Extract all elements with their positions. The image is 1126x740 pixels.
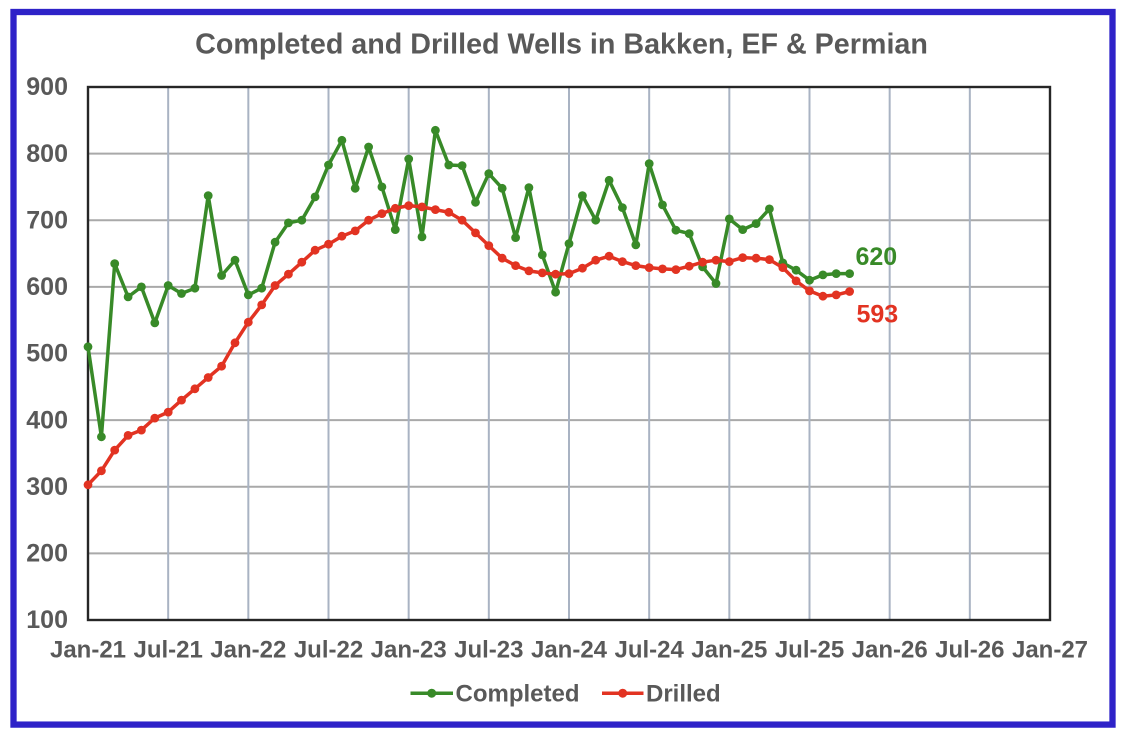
svg-text:Jul-26: Jul-26 xyxy=(935,637,1004,664)
svg-text:300: 300 xyxy=(26,473,68,501)
svg-text:Jan-27: Jan-27 xyxy=(1012,637,1088,664)
svg-text:Jul-21: Jul-21 xyxy=(134,637,203,664)
svg-text:600: 600 xyxy=(26,273,68,301)
svg-text:Completed: Completed xyxy=(456,681,580,708)
svg-text:200: 200 xyxy=(26,540,68,568)
svg-text:500: 500 xyxy=(26,340,68,368)
svg-text:100: 100 xyxy=(26,606,68,634)
svg-text:Jul-22: Jul-22 xyxy=(294,637,363,664)
svg-text:Jul-25: Jul-25 xyxy=(775,637,844,664)
svg-text:Jan-26: Jan-26 xyxy=(852,637,928,664)
svg-text:Completed and Drilled Wells in: Completed and Drilled Wells in Bakken, E… xyxy=(195,29,928,61)
svg-text:800: 800 xyxy=(26,140,68,168)
svg-text:593: 593 xyxy=(857,301,899,329)
svg-text:Drilled: Drilled xyxy=(646,681,721,708)
svg-text:400: 400 xyxy=(26,406,68,434)
svg-text:Jan-24: Jan-24 xyxy=(531,637,608,664)
svg-text:Jan-25: Jan-25 xyxy=(691,637,767,664)
svg-text:Jan-22: Jan-22 xyxy=(210,637,286,664)
svg-text:Jul-23: Jul-23 xyxy=(454,637,523,664)
svg-text:Jan-23: Jan-23 xyxy=(371,637,447,664)
svg-text:Jul-24: Jul-24 xyxy=(615,637,685,664)
svg-text:700: 700 xyxy=(26,206,68,234)
svg-text:900: 900 xyxy=(26,73,68,101)
svg-text:Jan-21: Jan-21 xyxy=(50,637,126,664)
svg-text:620: 620 xyxy=(856,243,898,271)
